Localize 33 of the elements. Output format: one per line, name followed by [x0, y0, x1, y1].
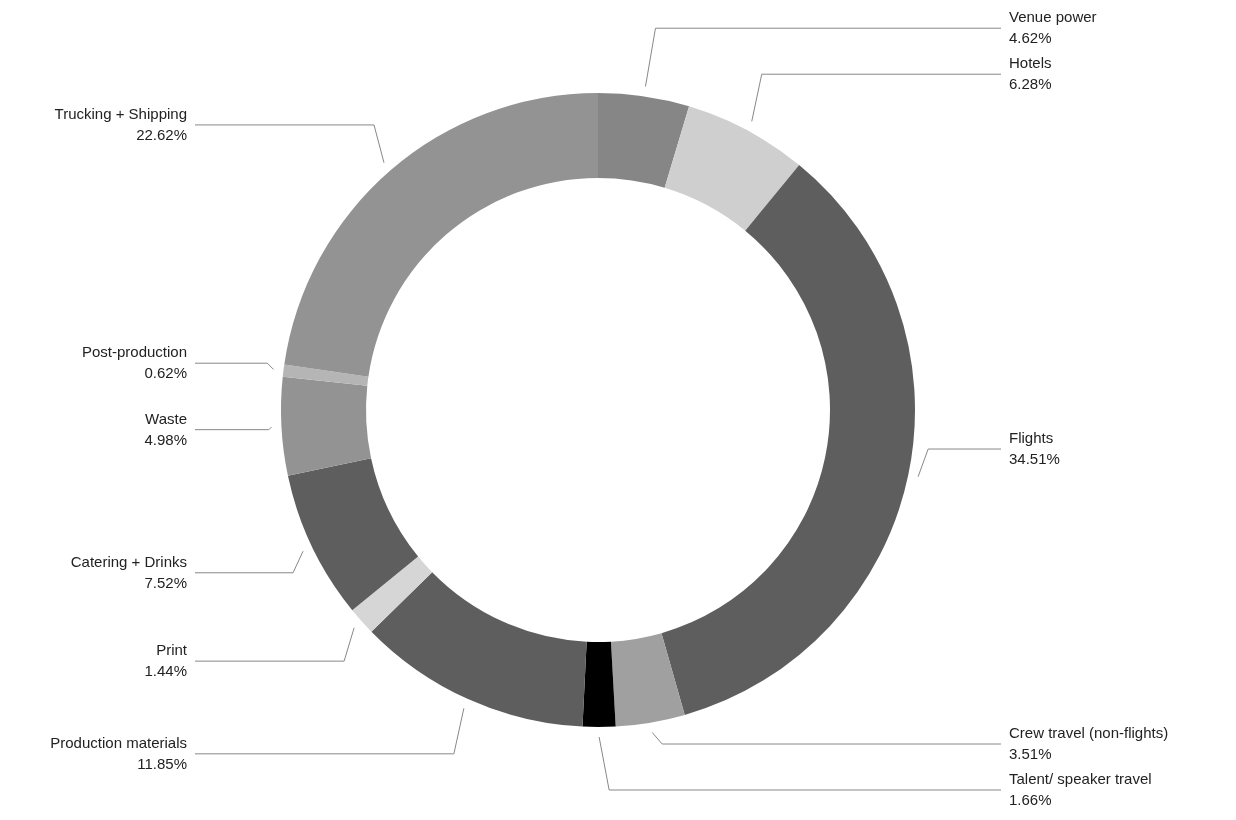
- data-label: 3.51%: [1009, 745, 1052, 762]
- data-label: 34.51%: [1009, 450, 1060, 468]
- slice-label: Crew travel (non-flights): [1009, 724, 1169, 741]
- data-label: 4.62%: [1009, 29, 1052, 47]
- slice-label: Production materials: [50, 733, 187, 751]
- donut-slice: [284, 93, 598, 377]
- slice-label: Flights: [1009, 429, 1054, 447]
- donut-slice: [282, 364, 369, 386]
- donut-slice: [287, 458, 419, 611]
- data-label: 0.62%: [144, 364, 187, 382]
- slice-label: Post-production: [81, 343, 187, 361]
- slice-label: Catering + Drinks: [70, 552, 187, 570]
- slice-label: Talent/ speaker travel: [1009, 770, 1152, 787]
- donut-slice: [598, 93, 690, 188]
- donut-slice: [281, 376, 372, 476]
- donut-slice: [352, 556, 433, 632]
- data-label: 11.85%: [137, 754, 187, 772]
- donut-slice: [610, 633, 685, 727]
- data-label: 4.98%: [144, 430, 187, 448]
- donut-slice: [371, 572, 587, 727]
- slice-label: Hotels: [1009, 54, 1052, 72]
- slice-label: Venue power: [1009, 8, 1097, 26]
- slice-label: Waste: [145, 409, 187, 427]
- data-label: 1.66%: [1009, 791, 1052, 808]
- donut-slice: [661, 165, 915, 715]
- donut-slice: [664, 106, 800, 231]
- slice-label: Print: [156, 641, 188, 659]
- slice-label: Trucking + Shipping: [54, 104, 187, 122]
- data-label: 7.52%: [144, 573, 187, 591]
- donut-slice: [582, 641, 616, 727]
- data-label: 1.44%: [144, 662, 187, 680]
- data-label: 22.62%: [136, 125, 187, 143]
- data-label: 6.28%: [1009, 75, 1052, 93]
